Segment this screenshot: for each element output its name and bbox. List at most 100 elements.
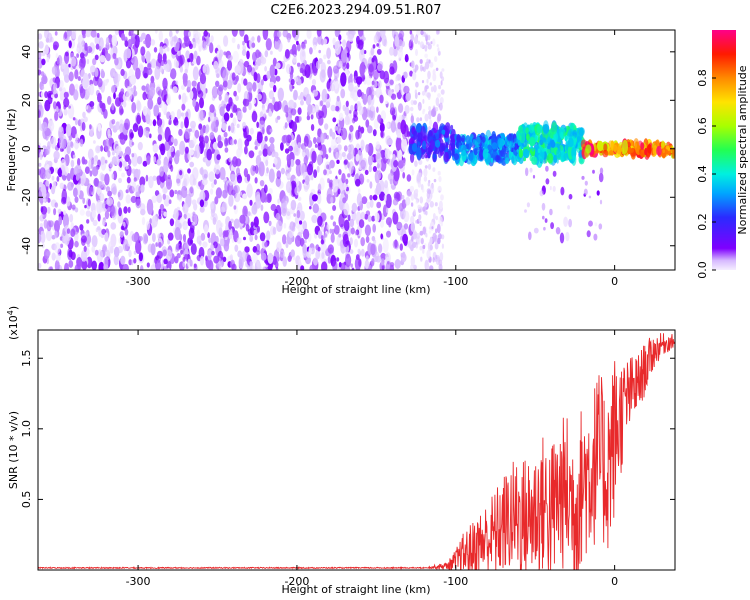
spectrogram-cell xyxy=(53,82,58,93)
spectrogram-cell xyxy=(125,48,132,59)
spectrogram-cell xyxy=(426,58,429,64)
spectrogram-cell xyxy=(210,35,214,43)
spectrogram-cell xyxy=(131,153,135,158)
spectrogram-cell xyxy=(401,40,405,48)
spectrogram-cell xyxy=(427,92,431,100)
spectrogram-cell xyxy=(177,50,181,57)
spectrogram-cell xyxy=(135,67,141,80)
spectrogram-cell xyxy=(94,249,99,256)
spectrogram-cell xyxy=(289,71,294,80)
spectrogram-cell xyxy=(293,89,298,101)
spectrogram-cell xyxy=(143,72,148,79)
spectrogram-cell xyxy=(53,150,60,160)
snr-x-ticks: -300 -200 -100 0 xyxy=(126,330,618,588)
spectrogram-cell xyxy=(410,115,414,124)
spectrogram-cell xyxy=(376,48,382,55)
spectrogram-cell xyxy=(351,202,358,213)
spectrogram-cell xyxy=(314,104,319,113)
spectrogram-cell xyxy=(185,111,189,118)
spectrogram-cell xyxy=(182,72,188,83)
spectrogram-cell xyxy=(430,86,434,93)
spectrogram-cell xyxy=(368,165,372,173)
spectrogram-cell xyxy=(544,218,548,223)
spectrogram-cell xyxy=(210,207,215,218)
spectrogram-cell xyxy=(63,91,69,99)
spectrogram-cell xyxy=(510,142,516,148)
spectrogram-cell xyxy=(306,163,314,176)
spectrogram-cell xyxy=(374,212,380,223)
spectrogram-cell xyxy=(212,216,217,225)
spectrogram-cell xyxy=(64,31,68,39)
spectrogram-cell xyxy=(436,44,439,48)
spectrogram-cell xyxy=(184,128,191,140)
spectrogram-cell xyxy=(152,232,156,243)
spectrogram-cell xyxy=(411,143,418,152)
spectrogram-cell xyxy=(265,38,272,51)
spectrogram-cell xyxy=(336,159,340,164)
spectrogram-cell xyxy=(609,150,613,156)
spectrogram-cell xyxy=(365,210,371,216)
spectrogram-cell xyxy=(419,196,424,204)
spectrogram-cell xyxy=(373,118,379,129)
spectrogram-cell xyxy=(208,237,212,244)
spectrogram-cell xyxy=(242,121,246,129)
spectrogram-cell xyxy=(133,250,137,255)
spectrogram-cell xyxy=(60,196,67,205)
spectrogram-cell xyxy=(90,65,96,73)
spectrogram-cell xyxy=(416,123,422,133)
spectrogram-cell xyxy=(136,114,142,125)
spectrogram-cell xyxy=(433,213,436,220)
spectrogram-cell xyxy=(386,138,393,146)
spectrogram-cell xyxy=(59,136,65,149)
spectrogram-signal-mid xyxy=(516,120,586,168)
spectrogram-cell xyxy=(257,35,261,43)
spectrogram-cell xyxy=(131,141,135,146)
spectrogram-cell xyxy=(406,174,412,182)
spectrogram-cell xyxy=(533,144,540,157)
spectrogram-cell xyxy=(334,75,338,82)
spectrogram-cell xyxy=(528,231,532,241)
spectrogram-cell xyxy=(290,108,297,116)
spectrogram-cell xyxy=(190,243,197,255)
spectrogram-cell xyxy=(417,92,421,96)
spectrogram-cell xyxy=(594,222,598,227)
spectrogram-cell xyxy=(237,61,244,75)
spectrogram-cell xyxy=(199,127,204,137)
spectrogram-cell xyxy=(143,128,147,136)
spectrogram-cell xyxy=(269,128,273,133)
spectrogram-cell xyxy=(323,233,328,238)
spectrogram-cell xyxy=(345,100,349,108)
spectrogram-cell xyxy=(583,188,588,196)
spectrogram-cell xyxy=(104,173,110,186)
spectrogram-cell xyxy=(126,89,133,102)
spectrogram-cell xyxy=(221,100,225,107)
spectrogram-cell xyxy=(269,136,275,144)
spectrogram-cell xyxy=(233,90,237,97)
spectrogram-cell xyxy=(542,120,550,136)
spectrogram-cell xyxy=(273,84,277,93)
spectrogram-cell xyxy=(163,59,168,65)
spectrogram-cell xyxy=(119,123,124,133)
spectrogram-cell xyxy=(377,63,383,72)
spectrogram-cell xyxy=(342,39,347,48)
spectrogram-cell xyxy=(189,174,196,186)
snr-panel: -300 -200 -100 0 0.5 1.0 1.5 Height of straig… xyxy=(6,306,676,596)
spectrogram-cell xyxy=(287,255,292,262)
spectrogram-cell xyxy=(384,148,391,160)
spectrogram-cell xyxy=(495,155,499,163)
spectrogram-cell xyxy=(111,85,116,94)
spectrogram-cell xyxy=(145,50,151,64)
spectrogram-cell xyxy=(327,59,331,65)
spectrogram-cell xyxy=(404,56,409,62)
spectrogram-cell xyxy=(38,232,42,244)
spectrogram-cell xyxy=(300,62,306,73)
spectrogram-cell xyxy=(243,34,249,44)
spectrogram-cell xyxy=(219,167,226,180)
spectrogram-cell xyxy=(303,154,308,166)
spectrogram-cell xyxy=(482,148,489,160)
spectrogram-cell xyxy=(223,131,228,138)
spectrogram-cell xyxy=(208,171,215,183)
spectrogram-cell xyxy=(310,174,314,181)
spectrogram-cell xyxy=(350,104,354,112)
spectrogram-cell xyxy=(131,233,138,243)
